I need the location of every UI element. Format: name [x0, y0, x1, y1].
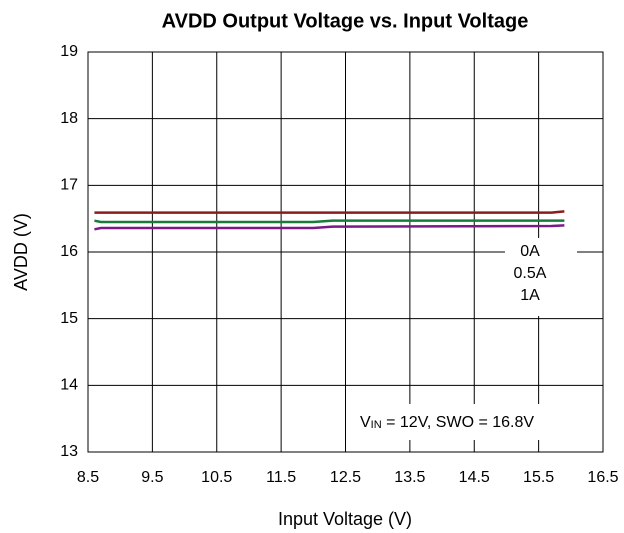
y-tick-label: 13	[60, 443, 78, 460]
x-tick-label: 13.5	[394, 469, 425, 486]
series-line	[94, 219, 565, 224]
legend-label: 0.5A	[514, 265, 547, 282]
x-tick-label: 10.5	[201, 469, 232, 486]
y-tick-label: 17	[60, 177, 78, 194]
x-tick-label: 11.5	[266, 469, 296, 486]
legend-box	[505, 238, 577, 316]
annotation-part: V	[360, 414, 371, 431]
x-tick-label: 8.5	[77, 469, 99, 486]
x-tick-label: 9.5	[141, 469, 163, 486]
annotation-text: VIN = 12V, SWO = 16.8V	[360, 414, 534, 431]
x-tick-label: 15.5	[523, 469, 554, 486]
series-line	[94, 224, 565, 231]
annotation-subscript: IN	[371, 419, 382, 431]
x-tick-label: 16.5	[587, 469, 618, 486]
legend: 0A 0.5A 1A	[505, 238, 577, 316]
y-tick-label: 19	[60, 43, 78, 60]
annotation-box	[354, 404, 602, 440]
x-tick-label: 12.5	[330, 469, 361, 486]
x-tick-label: 14.5	[459, 469, 490, 486]
series-line	[94, 210, 565, 214]
y-tick-label: 16	[60, 243, 78, 260]
y-tick-label: 18	[60, 110, 78, 127]
plot-border	[87, 51, 604, 453]
y-axis-label: AVDD (V)	[11, 213, 31, 291]
y-tick-label: 15	[60, 310, 78, 327]
annotation: VIN = 12V, SWO = 16.8V	[354, 404, 602, 440]
annotation-part: = 12V, SWO = 16.8V	[382, 414, 535, 431]
y-tick-label: 14	[60, 377, 78, 394]
legend-label: 1A	[520, 287, 540, 304]
chart-title: AVDD Output Voltage vs. Input Voltage	[162, 10, 529, 32]
x-axis-label: Input Voltage (V)	[278, 509, 412, 529]
legend-label: 0A	[520, 243, 540, 260]
